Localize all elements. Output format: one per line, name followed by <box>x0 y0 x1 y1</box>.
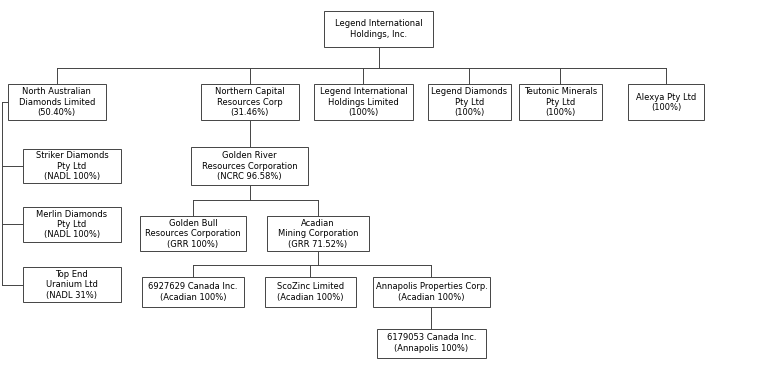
FancyBboxPatch shape <box>372 277 491 307</box>
Text: Golden River
Resources Corporation
(NCRC 96.58%): Golden River Resources Corporation (NCRC… <box>202 151 298 181</box>
Text: Northern Capital
Resources Corp
(31.46%): Northern Capital Resources Corp (31.46%) <box>215 87 285 117</box>
FancyBboxPatch shape <box>142 277 244 307</box>
FancyBboxPatch shape <box>23 149 121 183</box>
Text: Top End
Uranium Ltd
(NADL 31%): Top End Uranium Ltd (NADL 31%) <box>46 270 98 300</box>
FancyBboxPatch shape <box>23 267 121 302</box>
FancyBboxPatch shape <box>519 84 602 120</box>
Text: Golden Bull
Resources Corporation
(GRR 100%): Golden Bull Resources Corporation (GRR 1… <box>145 219 241 249</box>
FancyBboxPatch shape <box>376 328 486 358</box>
FancyBboxPatch shape <box>191 147 309 185</box>
FancyBboxPatch shape <box>428 84 511 120</box>
Text: 6927629 Canada Inc.
(Acadian 100%): 6927629 Canada Inc. (Acadian 100%) <box>148 282 238 302</box>
Text: ScoZinc Limited
(Acadian 100%): ScoZinc Limited (Acadian 100%) <box>277 282 344 302</box>
FancyBboxPatch shape <box>628 84 704 120</box>
FancyBboxPatch shape <box>140 216 246 251</box>
FancyBboxPatch shape <box>324 11 433 47</box>
Text: Striker Diamonds
Pty Ltd
(NADL 100%): Striker Diamonds Pty Ltd (NADL 100%) <box>36 151 108 181</box>
FancyBboxPatch shape <box>8 84 106 120</box>
FancyBboxPatch shape <box>265 277 356 307</box>
Text: Legend International
Holdings, Inc.: Legend International Holdings, Inc. <box>335 19 422 39</box>
FancyBboxPatch shape <box>23 207 121 242</box>
Text: Annapolis Properties Corp.
(Acadian 100%): Annapolis Properties Corp. (Acadian 100%… <box>375 282 488 302</box>
Text: North Australian
Diamonds Limited
(50.40%): North Australian Diamonds Limited (50.40… <box>19 87 95 117</box>
Text: 6179053 Canada Inc.
(Annapolis 100%): 6179053 Canada Inc. (Annapolis 100%) <box>387 333 476 353</box>
FancyBboxPatch shape <box>201 84 299 120</box>
Text: Merlin Diamonds
Pty Ltd
(NADL 100%): Merlin Diamonds Pty Ltd (NADL 100%) <box>36 210 107 239</box>
Text: Legend International
Holdings Limited
(100%): Legend International Holdings Limited (1… <box>319 87 407 117</box>
FancyBboxPatch shape <box>314 84 413 120</box>
Text: Acadian
Mining Corporation
(GRR 71.52%): Acadian Mining Corporation (GRR 71.52%) <box>278 219 358 249</box>
Text: Alexya Pty Ltd
(100%): Alexya Pty Ltd (100%) <box>636 92 696 112</box>
FancyBboxPatch shape <box>266 216 369 251</box>
Text: Legend Diamonds
Pty Ltd
(100%): Legend Diamonds Pty Ltd (100%) <box>431 87 507 117</box>
Text: Teutonic Minerals
Pty Ltd
(100%): Teutonic Minerals Pty Ltd (100%) <box>524 87 597 117</box>
